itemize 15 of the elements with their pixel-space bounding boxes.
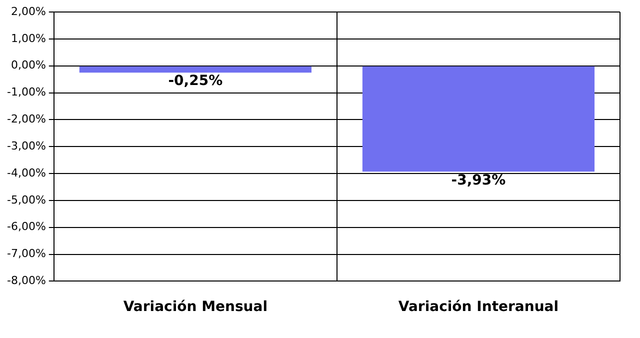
y-tick-label: -5,00% (6, 193, 46, 206)
y-tick-label: -1,00% (6, 86, 46, 99)
y-tick-label: -4,00% (6, 166, 46, 180)
y-tick-label: 1,00% (10, 32, 46, 45)
y-tick-label: -8,00% (6, 274, 46, 288)
y-tick-label: -6,00% (6, 220, 46, 234)
data-label: -3,93% (451, 172, 506, 188)
y-tick-label: -7,00% (6, 247, 46, 260)
data-label: -0,25% (168, 73, 223, 90)
y-tick-label: 2,00% (10, 4, 46, 18)
y-tick-label: 0,00% (10, 58, 46, 72)
x-tick-label: Variación Mensual (123, 299, 268, 316)
y-tick-label: -3,00% (6, 139, 46, 152)
x-tick-label: Variación Interanual (398, 299, 559, 316)
y-tick-label: -2,00% (6, 112, 46, 126)
